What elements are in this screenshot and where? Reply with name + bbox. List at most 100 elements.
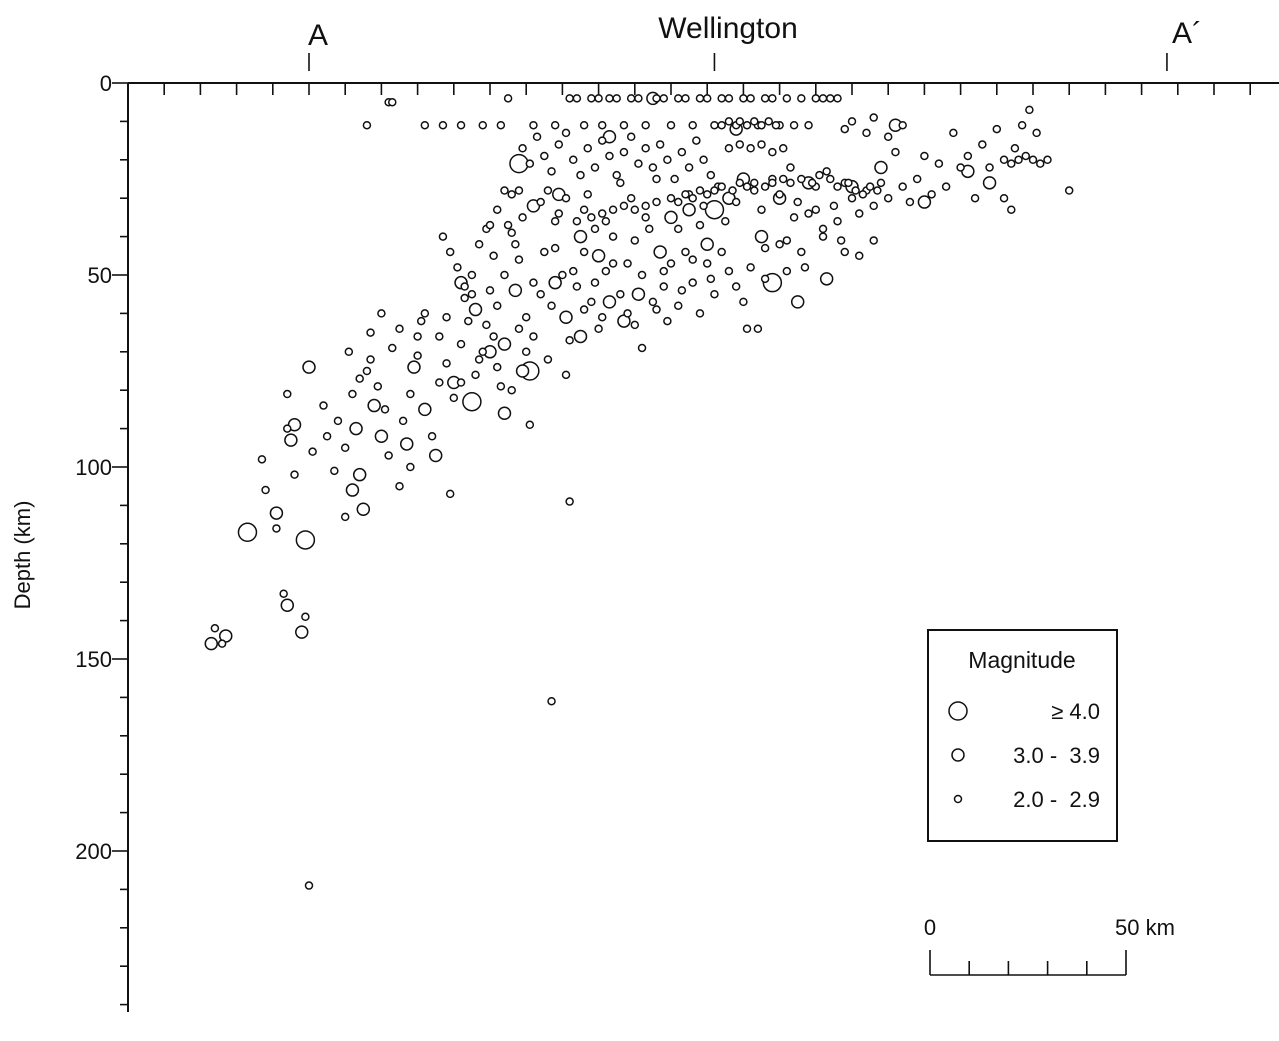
- earthquake-point-small: [257, 455, 267, 464]
- earthquake-point-small: [554, 209, 564, 218]
- earthquake-point-small: [623, 309, 632, 318]
- earthquake-point-large: [295, 530, 316, 550]
- earthquake-point-small: [340, 512, 350, 522]
- earthquake-point-small: [949, 128, 958, 138]
- earthquake-point-small: [797, 94, 806, 103]
- earthquake-point-small: [637, 343, 647, 353]
- earthquake-point-small: [699, 155, 708, 165]
- earthquake-point-small: [666, 259, 676, 268]
- earthquake-point-small: [695, 309, 705, 318]
- earthquake-point-small: [496, 382, 506, 391]
- earthquake-point-medium: [754, 229, 769, 244]
- earthquake-point-small: [507, 190, 516, 199]
- earthquake-point-small: [778, 144, 788, 153]
- earthquake-point-medium: [345, 483, 360, 497]
- earthquake-point-small: [608, 259, 618, 268]
- earthquake-point-small: [583, 144, 592, 153]
- earthquake-point-medium: [982, 176, 997, 190]
- legend-symbol-medium: [951, 748, 965, 762]
- earthquake-point-small: [663, 316, 672, 326]
- earthquake-point-medium: [508, 283, 523, 298]
- earthquake-point-small: [956, 163, 965, 172]
- earthquake-point-small: [673, 197, 683, 207]
- legend-title: Magnitude: [968, 647, 1075, 673]
- earthquake-point-small: [764, 117, 773, 126]
- earthquake-point-small: [724, 94, 734, 103]
- earthquake-point-small: [597, 209, 607, 218]
- earthquake-point-small: [413, 332, 422, 341]
- earthquake-point-small: [746, 144, 755, 153]
- scale-bar: 0 50 km: [924, 915, 1175, 976]
- earthquake-point-small: [771, 120, 781, 130]
- earthquake-point-small: [626, 132, 636, 142]
- earthquake-point-small: [456, 339, 466, 349]
- earthquake-point-small: [532, 132, 542, 142]
- earthquake-point-small: [521, 347, 531, 357]
- earthquake-point-small: [565, 336, 574, 345]
- earthquake-point-small: [905, 197, 915, 207]
- earthquake-point-small: [695, 186, 705, 195]
- earthquake-point-small: [420, 309, 430, 318]
- earthquake-point-small: [731, 282, 741, 291]
- earthquake-point-small: [724, 117, 734, 126]
- earthquake-point-small: [873, 186, 882, 195]
- earthquake-point-small: [836, 236, 846, 245]
- earthquake-point-small: [489, 332, 498, 341]
- earthquake-point-small: [793, 197, 802, 207]
- earthquake-point-small: [804, 120, 813, 130]
- earthquake-point-medium: [468, 302, 483, 317]
- earthquake-point-small: [659, 94, 669, 103]
- earthquake-point-small: [865, 182, 875, 191]
- earthquake-point-small: [1035, 159, 1045, 168]
- earthquake-point-medium: [653, 245, 667, 259]
- earthquake-point-small: [500, 270, 509, 280]
- earthquake-point-small: [388, 343, 397, 353]
- earthquake-point-small: [706, 274, 716, 284]
- earthquake-point-small: [742, 182, 752, 191]
- earthquake-point-small: [717, 182, 726, 191]
- earthquake-point-small: [869, 201, 878, 211]
- earthquake-point-small: [750, 178, 759, 188]
- earthquake-point-medium: [591, 249, 606, 263]
- earthquake-point-small: [608, 232, 618, 241]
- y-axis-label: Depth (km): [10, 501, 35, 610]
- earthquake-point-small: [688, 278, 697, 287]
- earthquake-point-small: [435, 378, 444, 387]
- top-label-a-prime: A´: [1172, 17, 1202, 50]
- earthquake-point-small: [800, 263, 810, 272]
- earthquake-point-small: [612, 94, 621, 103]
- earthquake-point-small: [485, 220, 495, 230]
- earthquake-point-small: [373, 382, 383, 391]
- earthquake-point-small: [663, 155, 672, 165]
- earthquake-point-small: [641, 144, 650, 153]
- earthquake-point-small: [485, 286, 495, 295]
- earthquake-point-medium: [548, 275, 562, 290]
- earthquake-point-small: [482, 320, 491, 330]
- earthquake-point-small: [883, 193, 893, 203]
- earthquake-point-small: [970, 193, 980, 203]
- earthquake-point-small: [706, 170, 716, 180]
- earthquake-point-small: [377, 309, 386, 318]
- earthquake-point-small: [746, 94, 755, 103]
- earthquake-point-small: [760, 94, 770, 103]
- earthquake-point-medium: [573, 329, 588, 344]
- earthquake-point-small: [818, 224, 828, 234]
- earthquake-point-small: [941, 182, 951, 191]
- earthquake-point-small: [681, 190, 690, 199]
- earthquake-point-small: [442, 312, 451, 322]
- earthquake-point-small: [920, 151, 929, 161]
- earthquake-point-small: [619, 201, 629, 211]
- earthquake-point-small: [525, 420, 535, 430]
- earthquake-point-small: [492, 205, 502, 214]
- earthquake-point-small: [590, 163, 600, 172]
- earthquake-point-medium: [664, 210, 678, 225]
- earthquake-point-small: [869, 113, 878, 122]
- legend-symbol-small: [953, 794, 963, 804]
- earthquake-point-medium: [682, 202, 696, 217]
- earthquake-point-small: [478, 347, 488, 357]
- earthquake-point-small: [340, 443, 350, 453]
- earthquake-point-small: [301, 612, 310, 622]
- earthquake-point-small: [445, 247, 455, 257]
- earthquake-point-small: [742, 120, 752, 130]
- earthquake-point-small: [616, 289, 625, 299]
